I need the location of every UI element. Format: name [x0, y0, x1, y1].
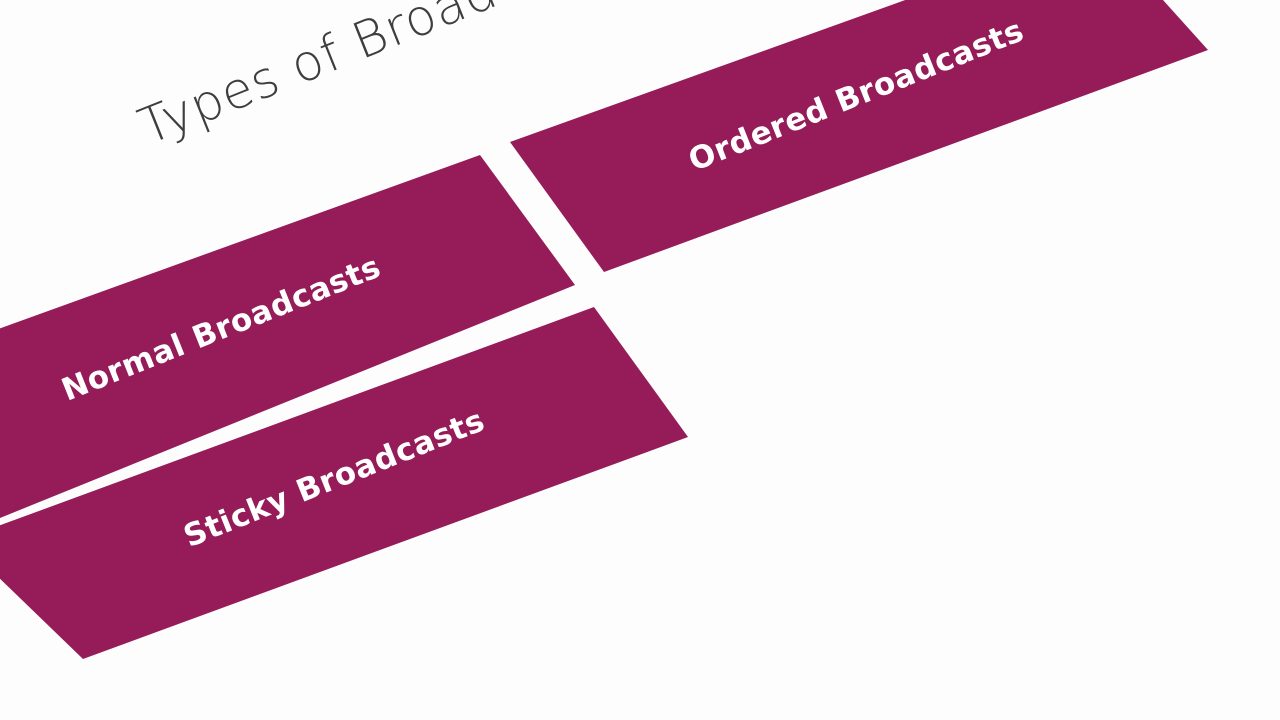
card-sticky-broadcasts-shape	[0, 307, 688, 659]
card-ordered-broadcasts-shape	[510, 0, 1208, 272]
card-ordered-broadcasts: Ordered Broadcasts	[510, 0, 1208, 272]
card-normal-broadcasts-shape	[0, 155, 575, 518]
